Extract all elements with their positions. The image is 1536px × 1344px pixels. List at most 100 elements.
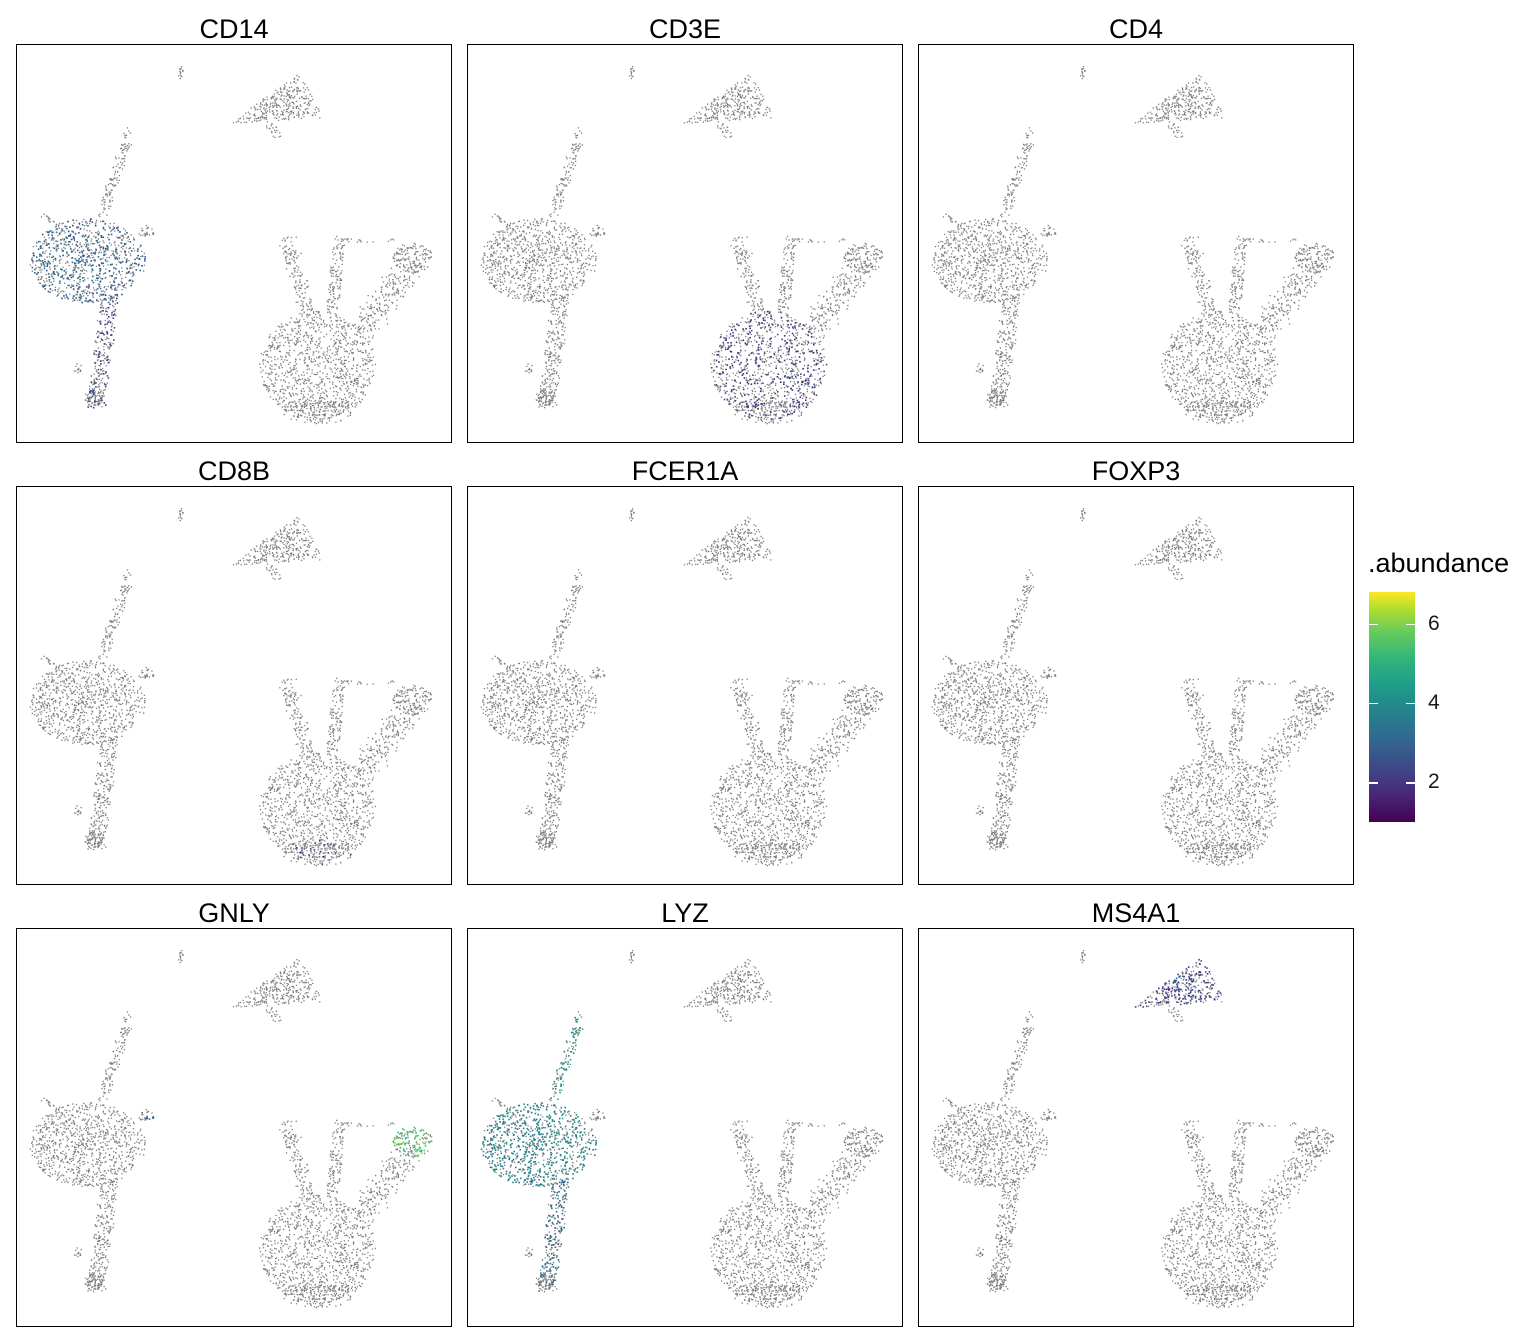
point (116, 294, 119, 297)
point (749, 327, 751, 330)
point (127, 236, 130, 238)
point (524, 1164, 527, 1166)
point (793, 401, 795, 403)
point (1177, 981, 1179, 984)
point (737, 409, 739, 412)
point (114, 287, 117, 289)
point (323, 844, 325, 846)
point (68, 284, 70, 287)
panel-title: MS4A1 (1091, 898, 1181, 928)
point (95, 386, 97, 388)
point (713, 369, 715, 372)
point (510, 1146, 512, 1149)
point (1178, 994, 1180, 996)
point (1187, 1001, 1189, 1004)
point (146, 1117, 149, 1120)
point (744, 394, 746, 396)
point (520, 1110, 522, 1112)
point (130, 264, 133, 266)
point (788, 347, 791, 350)
point (721, 371, 724, 373)
point (538, 1290, 540, 1292)
point (1211, 987, 1213, 990)
point (543, 1179, 545, 1181)
point (67, 230, 70, 233)
point (84, 234, 87, 237)
point (547, 1176, 549, 1178)
point (547, 1125, 550, 1128)
point (90, 405, 92, 408)
point (529, 1106, 532, 1109)
point (731, 364, 734, 367)
point (514, 1123, 516, 1126)
point (530, 1183, 532, 1185)
point (1182, 975, 1184, 977)
point (141, 1111, 143, 1114)
point (1185, 985, 1188, 988)
legend-tick-mark (1406, 782, 1415, 784)
point (551, 1130, 553, 1132)
point (800, 383, 803, 386)
point (1142, 1006, 1145, 1008)
point (523, 1179, 526, 1181)
point (98, 244, 101, 247)
point (81, 277, 84, 279)
point (1158, 1002, 1160, 1004)
point (102, 310, 104, 312)
point (530, 1177, 532, 1180)
point (104, 297, 106, 300)
point (811, 386, 814, 389)
point (558, 1181, 561, 1184)
point (546, 1225, 548, 1227)
point (750, 383, 753, 385)
point (492, 1168, 495, 1171)
point (556, 1152, 558, 1154)
point (488, 1143, 490, 1146)
point (931, 950, 1334, 1309)
point (1191, 994, 1194, 997)
background-points (29, 950, 431, 1309)
point (552, 1280, 555, 1283)
point (560, 1106, 563, 1109)
point (102, 293, 105, 296)
point (1213, 998, 1216, 1001)
point (542, 1141, 545, 1143)
point (117, 237, 120, 239)
point (47, 231, 49, 233)
point (725, 368, 727, 371)
point (52, 273, 55, 275)
point (794, 375, 797, 378)
point (114, 288, 116, 291)
point (581, 1134, 584, 1136)
point (517, 1137, 520, 1139)
point (730, 329, 733, 331)
point (97, 336, 99, 339)
point (491, 1160, 494, 1162)
point (528, 1172, 530, 1174)
point (1205, 981, 1208, 984)
point (509, 1144, 512, 1146)
point (574, 1016, 576, 1019)
point (524, 1183, 527, 1185)
point (515, 1166, 517, 1169)
point (292, 843, 294, 845)
expressed-points (140, 1111, 433, 1158)
point (527, 1168, 529, 1171)
point (319, 851, 322, 853)
point (1217, 995, 1220, 998)
point (745, 412, 747, 414)
point (574, 1033, 576, 1035)
point (102, 236, 105, 239)
point (61, 229, 64, 232)
point (778, 349, 780, 352)
point (490, 1144, 492, 1146)
point (552, 1244, 555, 1246)
point (1162, 990, 1164, 992)
point (106, 332, 109, 334)
point (411, 1131, 414, 1134)
point (556, 1222, 558, 1225)
point (573, 1033, 575, 1036)
point (407, 1153, 409, 1155)
point (113, 227, 116, 229)
point (32, 252, 35, 254)
